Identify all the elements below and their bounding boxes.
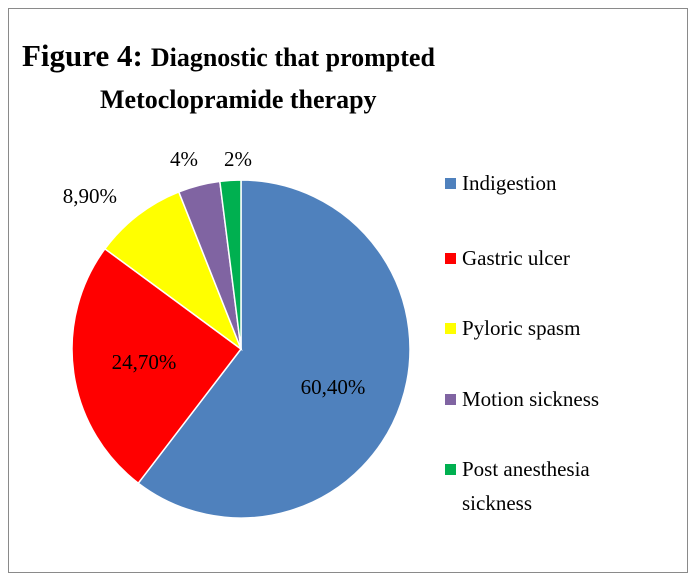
data-labels: 60,40% 24,70% 8,90% 4% 2% (63, 147, 366, 399)
legend-swatch-gastric-ulcer (445, 253, 456, 264)
legend-label-post-anesthesia-sickness-line2: sickness (462, 491, 532, 515)
chart-title-line1: Figure 4: Diagnostic that prompted (22, 38, 435, 73)
legend-label-motion-sickness: Motion sickness (462, 387, 599, 411)
chart-title-line2: Metoclopramide therapy (100, 85, 377, 114)
pie-slice-gastric-ulcer (71, 247, 243, 485)
legend-label-post-anesthesia-sickness-line1: Post anesthesia (462, 457, 590, 481)
pie-slice-pyloric-spasm (103, 190, 243, 352)
legend: Indigestion Gastric ulcer Pyloric spasm Mot… (445, 171, 599, 515)
chart-title-text: Diagnostic that prompted (151, 43, 436, 72)
data-label-gastric-ulcer: 24,70% (112, 350, 177, 374)
pie-slices (71, 179, 411, 519)
chart-title-prefix: Figure 4: (22, 38, 143, 73)
legend-label-indigestion: Indigestion (462, 171, 557, 195)
legend-label-pyloric-spasm: Pyloric spasm (462, 316, 580, 340)
data-label-post-anesthesia-sickness: 2% (224, 147, 252, 171)
legend-swatch-post-anesthesia-sickness (445, 464, 456, 475)
legend-swatch-motion-sickness (445, 394, 456, 405)
legend-label-gastric-ulcer: Gastric ulcer (462, 246, 570, 270)
legend-swatch-pyloric-spasm (445, 323, 456, 334)
data-label-motion-sickness: 4% (170, 147, 198, 171)
data-label-pyloric-spasm: 8,90% (63, 184, 117, 208)
pie-slice-indigestion (137, 179, 411, 519)
legend-swatch-indigestion (445, 178, 456, 189)
pie-slice-post-anesthesia-sickness (218, 179, 242, 350)
data-label-indigestion: 60,40% (301, 375, 366, 399)
